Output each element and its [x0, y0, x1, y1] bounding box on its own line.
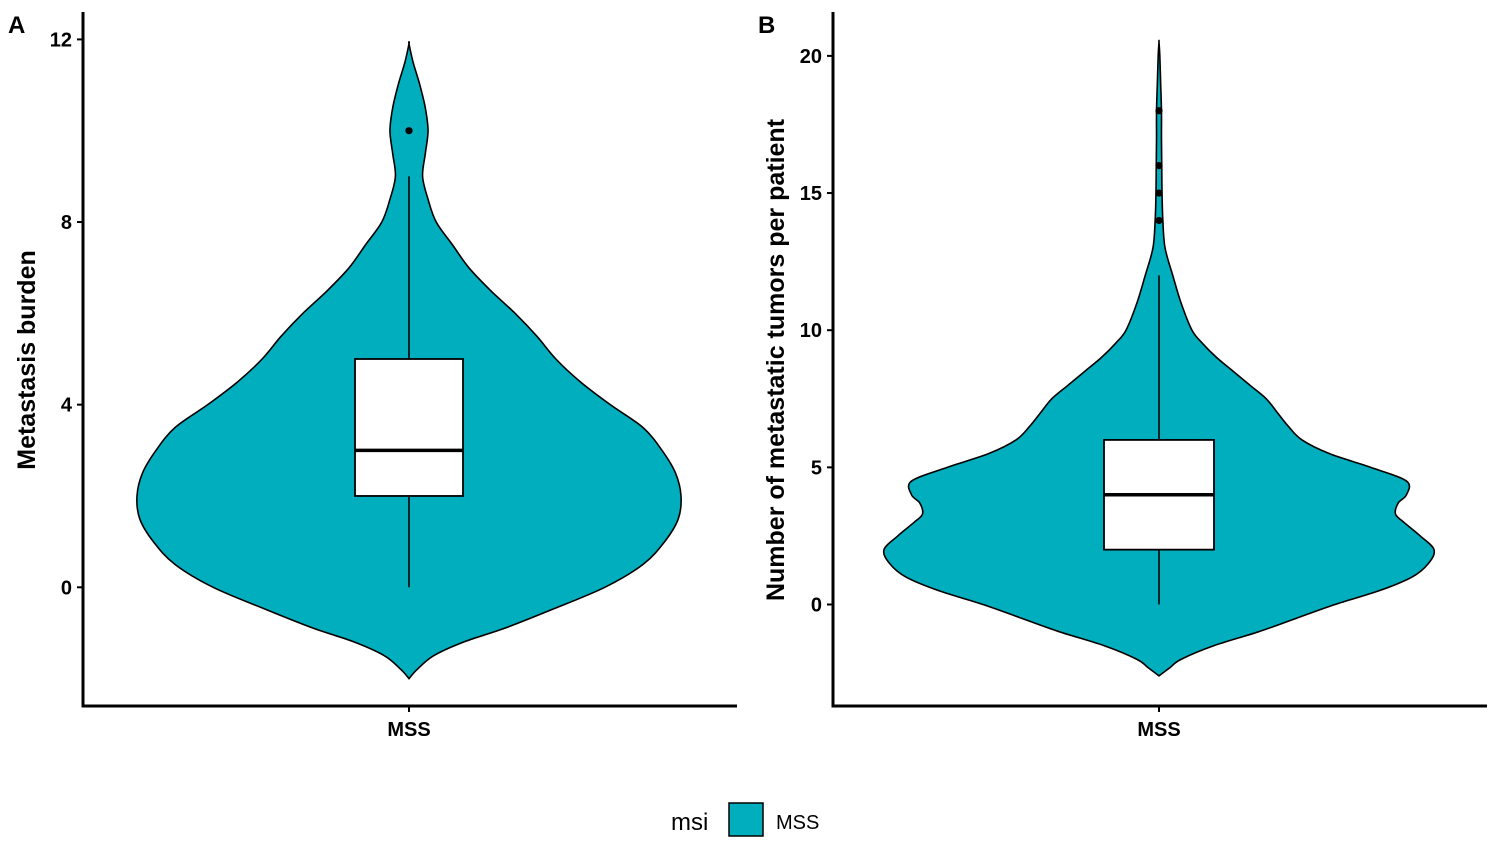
- outlier-point: [1155, 216, 1163, 225]
- y-tick-label: 20: [800, 46, 822, 68]
- legend-swatch-mss: [728, 802, 764, 837]
- y-tick-label: 4: [61, 395, 73, 417]
- iqr-box: [354, 358, 464, 497]
- outlier-point: [1155, 107, 1163, 115]
- outlier-point: [405, 127, 413, 135]
- panel-a-boxplot-group: [354, 127, 464, 588]
- outlier-point: [1155, 189, 1163, 197]
- panel-b: B 0 5 10 15 20 Number of metastatic tumors p…: [758, 12, 1487, 741]
- panel-b-axes: 0 5 10 15 20: [800, 12, 1487, 712]
- panel-a: A 0 4 8 12 Metastasis burden MSS: [8, 12, 737, 741]
- panel-b-letter: B: [758, 12, 775, 39]
- outlier-point: [1155, 162, 1163, 170]
- y-tick-label: 10: [800, 320, 822, 342]
- panel-b-x-tick-label: MSS: [1137, 719, 1180, 741]
- y-tick-label: 8: [61, 212, 72, 234]
- legend-title: msi: [671, 809, 708, 836]
- legend-label-mss: MSS: [776, 812, 819, 834]
- panel-b-y-axis-title: Number of metastatic tumors per patient: [762, 118, 790, 601]
- y-tick-label: 0: [811, 595, 822, 617]
- panel-a-letter: A: [8, 12, 25, 39]
- y-tick-label: 12: [50, 29, 72, 51]
- y-tick-label: 5: [811, 457, 822, 479]
- panel-b-boxplot-group: [1103, 107, 1215, 605]
- y-tick-label: 0: [61, 577, 72, 599]
- panel-a-y-axis-title: Metastasis burden: [13, 250, 41, 470]
- panel-a-axes: 0 4 8 12: [50, 12, 737, 712]
- legend: msi MSS: [671, 802, 819, 837]
- panel-a-x-tick-label: MSS: [387, 719, 430, 741]
- y-tick-label: 15: [800, 183, 822, 205]
